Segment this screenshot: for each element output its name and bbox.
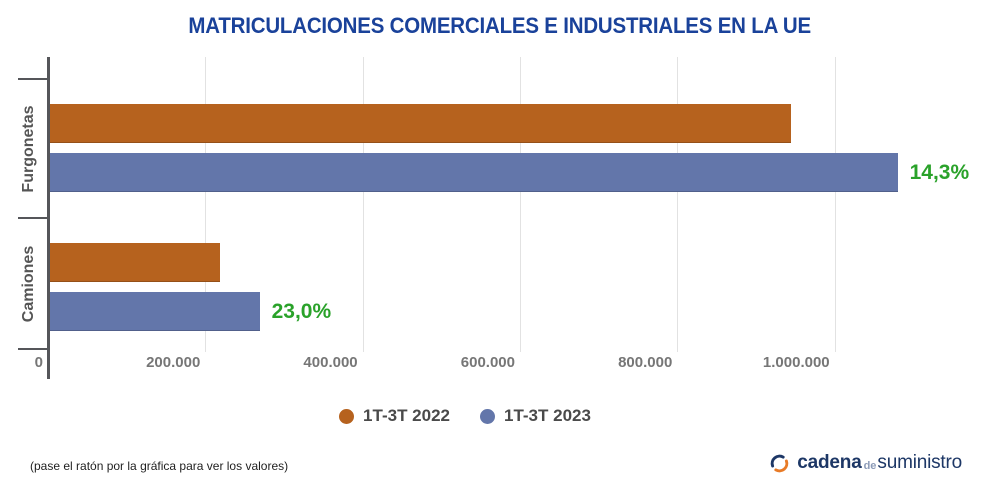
gridline-200.000 (205, 57, 207, 352)
legend: 1T-3T 2022 1T-3T 2023 (0, 406, 930, 426)
gridline-600.000 (520, 57, 521, 352)
bar-furgonetas-1t-3t-2022[interactable] (48, 104, 792, 143)
x-axis-tick-label: 600.000 (460, 354, 515, 371)
gridline-1.000.000 (834, 57, 836, 352)
logo-word-cadena: cadena (797, 452, 862, 473)
gridline-400.000 (362, 57, 364, 352)
category-label-furgonetas: Furgonetas (20, 104, 37, 193)
legend-label-2023: 1T-3T 2023 (504, 406, 591, 425)
bar-furgonetas-1t-3t-2023[interactable] (48, 153, 898, 192)
bar-camiones-1t-3t-2023[interactable] (48, 292, 260, 331)
bar-camiones-1t-3t-2022[interactable] (48, 243, 221, 282)
gridline-800.000 (677, 57, 679, 352)
y-axis-line (46, 57, 50, 379)
category-label-camiones: Camiones (20, 245, 37, 322)
y-axis-tick-0 (18, 78, 48, 80)
legend-item-2023[interactable]: 1T-3T 2023 (480, 406, 591, 426)
logo-word-de: de (863, 460, 877, 472)
y-axis-tick-2 (18, 348, 48, 350)
chart-title-wrap: MATRICULACIONES COMERCIALES E INDUSTRIAL… (0, 13, 1000, 39)
hover-hint-note: (pase el ratón por la gráfica para ver l… (30, 459, 289, 473)
x-axis-tick-label: 200.000 (146, 354, 201, 371)
x-axis-tick-label: 1.000.000 (762, 354, 830, 371)
growth-label-camiones: 23,0% (271, 299, 332, 323)
x-axis-tick-label: 400.000 (303, 354, 358, 371)
x-axis-tick-label: 0 (34, 354, 43, 371)
legend-marker-2023-icon (480, 408, 495, 424)
growth-label-furgonetas: 14,3% (909, 160, 970, 184)
legend-item-2022[interactable]: 1T-3T 2022 (339, 406, 450, 426)
logo-word-suministro: suministro (877, 452, 962, 473)
chart-title: MATRICULACIONES COMERCIALES E INDUSTRIAL… (188, 13, 812, 38)
y-axis-tick-1 (18, 217, 48, 219)
circular-arrows-icon (770, 454, 789, 472)
x-axis-tick-label: 800.000 (618, 354, 673, 371)
cadena-de-suministro-logo[interactable]: cadena de suministro (769, 452, 962, 474)
legend-marker-2022-icon (339, 408, 355, 424)
legend-label-2022: 1T-3T 2022 (363, 406, 450, 425)
